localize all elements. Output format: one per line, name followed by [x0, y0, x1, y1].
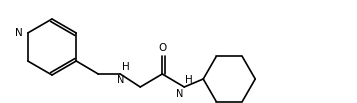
Text: O: O [158, 43, 166, 53]
Text: N: N [176, 89, 183, 99]
Text: H: H [122, 62, 130, 72]
Text: N: N [117, 75, 124, 85]
Text: N: N [15, 28, 23, 38]
Text: H: H [185, 75, 193, 85]
